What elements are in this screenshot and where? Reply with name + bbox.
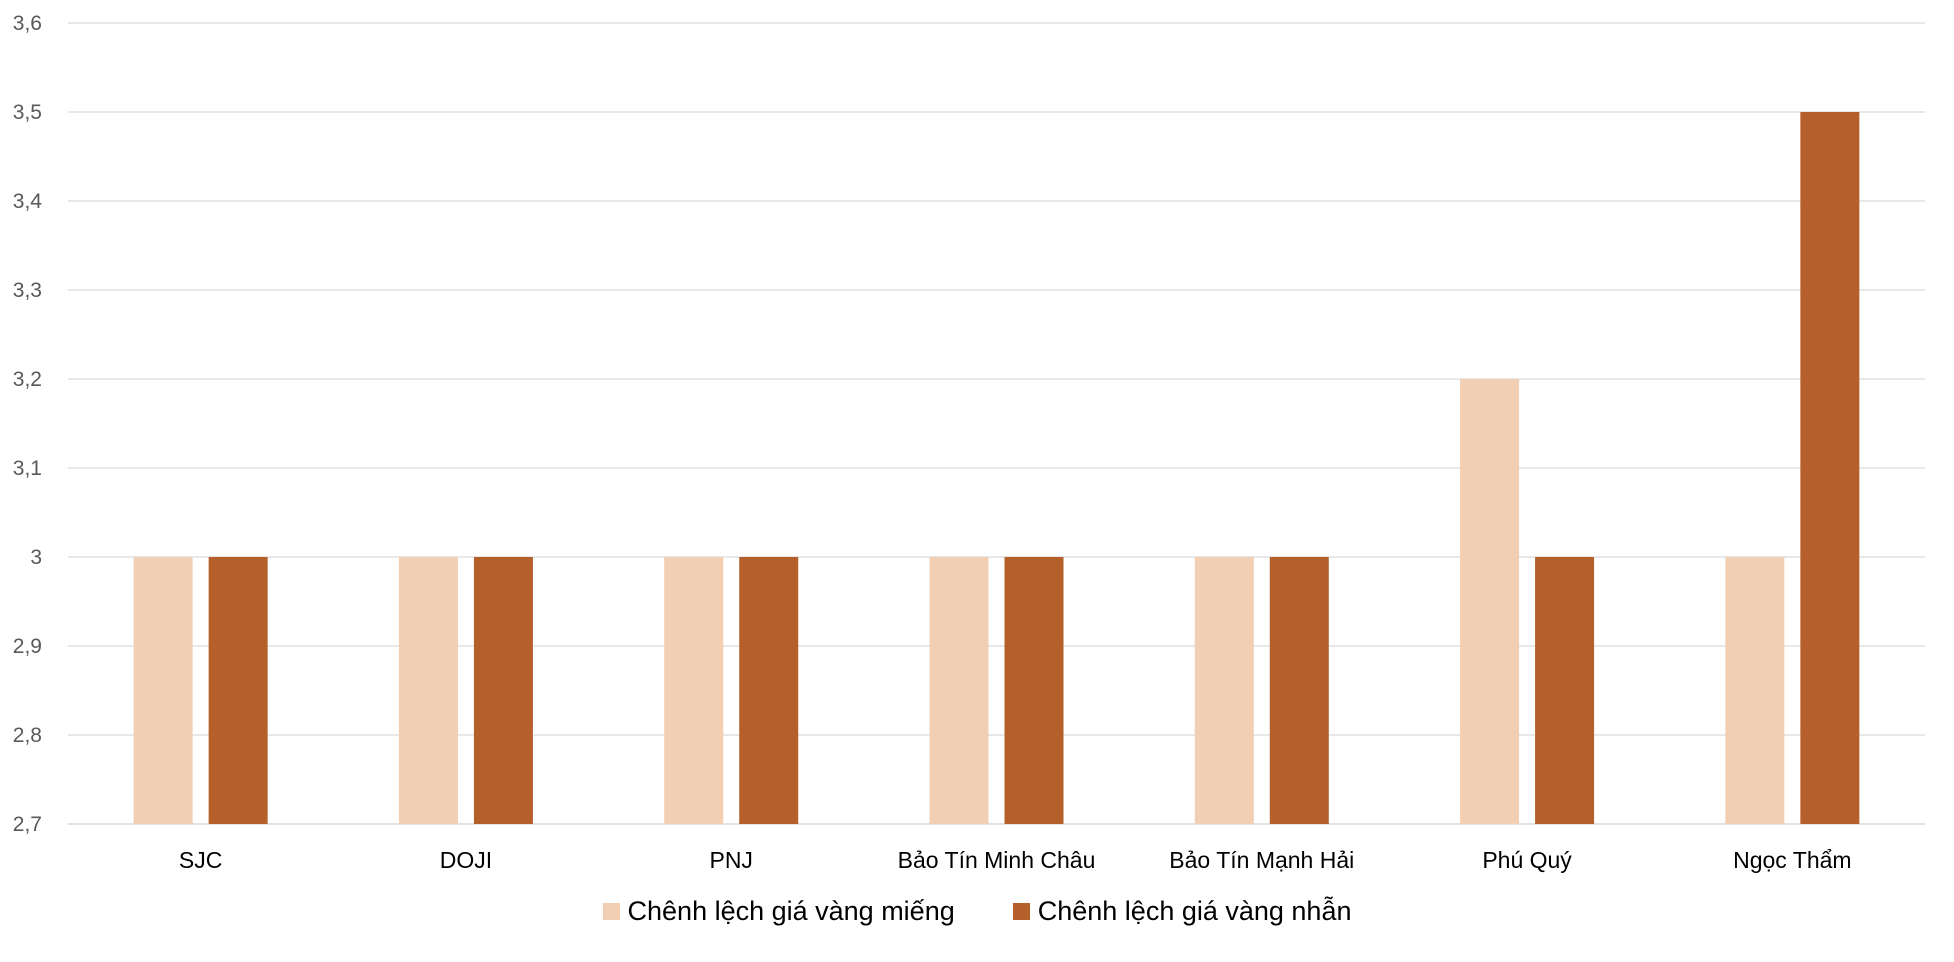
- bar-series-1: [929, 557, 989, 824]
- x-axis: SJC DOJI PNJ Bảo Tín Minh Châu Bảo Tín Mạnh …: [179, 847, 1852, 873]
- legend-swatch-series-1: [602, 903, 620, 920]
- y-tick-label: 2,7: [13, 813, 42, 836]
- gridlines: [68, 22, 1925, 825]
- y-tick-label: 3,1: [13, 457, 42, 480]
- legend-item-series-1: Chênh lệch giá vàng miếng: [602, 896, 955, 927]
- x-tick-label: Bảo Tín Minh Châu: [898, 847, 1096, 873]
- x-tick-label: PNJ: [709, 847, 752, 873]
- x-tick-label: Phú Quý: [1482, 847, 1572, 873]
- x-tick-label: SJC: [179, 847, 222, 873]
- y-tick-label: 3,3: [13, 279, 42, 302]
- bar-series-2: [1269, 557, 1329, 824]
- x-tick-label: DOJI: [440, 847, 492, 873]
- bar-series-2: [473, 557, 533, 824]
- y-tick-label: 3,6: [13, 12, 42, 35]
- bar-series-2: [1800, 112, 1860, 824]
- y-tick-label: 3,2: [13, 368, 42, 391]
- bar-series-2: [739, 557, 799, 824]
- bar-series-1: [133, 557, 193, 824]
- bar-series-1: [398, 557, 458, 824]
- y-tick-label: 3: [30, 546, 42, 569]
- legend-label-series-2: Chênh lệch giá vàng nhẫn: [1037, 896, 1352, 926]
- legend-swatch-series-2: [1012, 903, 1030, 920]
- bar-series-1: [1194, 557, 1254, 824]
- legend: Chênh lệch giá vàng miếng Chênh lệch giá…: [0, 896, 1954, 927]
- bar-chart: 2,7 2,8 2,9 3 3,1 3,2 3,3 3,4 3,5 3,6 SJC DOJI PNJ B…: [13, 12, 1925, 873]
- bar-series-2: [1004, 557, 1064, 824]
- bar-series-1: [1460, 379, 1520, 824]
- y-tick-label: 3,4: [13, 190, 43, 213]
- bar-series-1: [664, 557, 724, 824]
- y-tick-label: 3,5: [13, 101, 42, 124]
- legend-item-series-2: Chênh lệch giá vàng nhẫn: [1012, 896, 1352, 927]
- bar-series-1: [1725, 557, 1785, 824]
- legend-label-series-1: Chênh lệch giá vàng miếng: [627, 896, 955, 926]
- y-tick-label: 2,8: [13, 724, 42, 747]
- bar-series-2: [208, 557, 268, 824]
- y-axis: 2,7 2,8 2,9 3 3,1 3,2 3,3 3,4 3,5 3,6: [13, 12, 43, 836]
- bars: [133, 112, 1860, 824]
- x-tick-label: Bảo Tín Mạnh Hải: [1169, 847, 1354, 873]
- bar-series-2: [1535, 557, 1595, 824]
- y-tick-label: 2,9: [13, 635, 42, 658]
- x-tick-label: Ngọc Thẩm: [1733, 847, 1851, 873]
